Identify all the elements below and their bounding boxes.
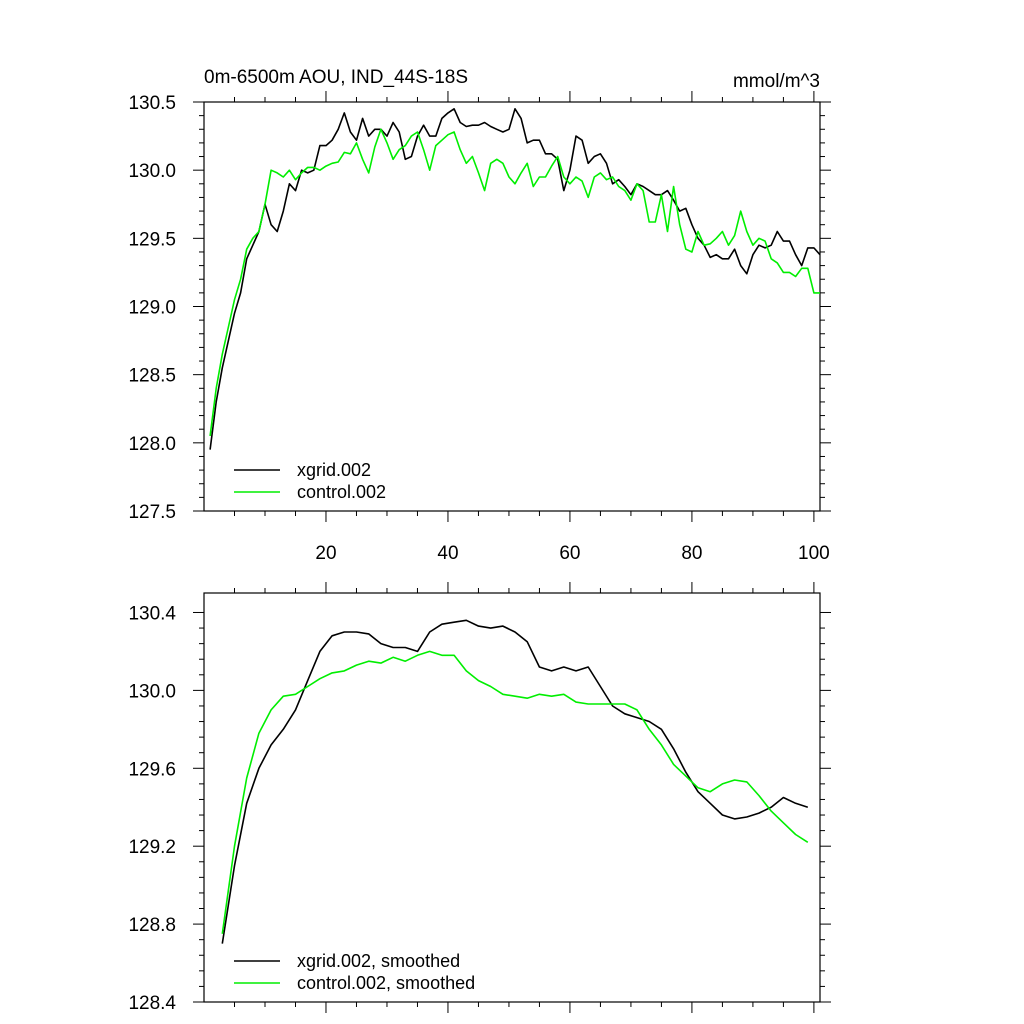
y-tick-label: 130.0 (128, 681, 176, 702)
series-lines (209, 108, 821, 450)
x-tick-labels: 20 40 60 80 100 (315, 543, 829, 564)
y-tick-label: 128.8 (128, 915, 176, 936)
axis-ticks (193, 582, 831, 1013)
y-tick-label: 130.5 (128, 93, 176, 114)
y-tick-labels: 127.5 128.0 128.5 129.0 129.5 130.0 130.5 (128, 93, 176, 523)
x-tick-label: 20 (315, 543, 336, 564)
chart-bottom: 128.4 128.8 129.2 129.6 130.0 130.4 xgrid.002… (128, 582, 831, 1014)
legend-label: control.002, smoothed (297, 973, 475, 993)
y-tick-label: 130.0 (128, 161, 176, 182)
legend-label: xgrid.002, smoothed (297, 951, 460, 971)
chart-top: 0m-6500m AOU, IND_44S-18S mmol/m^3 20 40 6… (128, 67, 831, 564)
chart-title: 0m-6500m AOU, IND_44S-18S (204, 67, 468, 88)
plot-frame (203, 592, 821, 1003)
y-tick-label: 130.4 (128, 603, 176, 624)
y-tick-label: 129.2 (128, 837, 176, 858)
x-tick-label: 40 (437, 543, 458, 564)
x-tick-label: 80 (681, 543, 702, 564)
axis-ticks (193, 91, 831, 522)
series-line-1 (221, 619, 809, 944)
y-tick-label: 129.6 (128, 759, 176, 780)
legend-label: xgrid.002 (297, 460, 371, 480)
series-lines (221, 619, 809, 944)
series-line-1 (209, 108, 821, 450)
legend-label: control.002 (297, 482, 386, 502)
y-tick-label: 129.0 (128, 298, 176, 319)
plot-frame (203, 101, 821, 512)
series-line-2 (209, 128, 820, 437)
y-tick-label: 128.4 (128, 993, 176, 1014)
y-tick-label: 127.5 (128, 502, 176, 523)
x-tick-label: 60 (559, 543, 580, 564)
y-tick-labels: 128.4 128.8 129.2 129.6 130.0 130.4 (128, 603, 176, 1014)
y-tick-label: 128.5 (128, 366, 176, 387)
series-line-2 (221, 650, 809, 934)
y-tick-label: 129.5 (128, 229, 176, 250)
y-tick-label: 128.0 (128, 434, 176, 455)
units-label: mmol/m^3 (733, 71, 820, 92)
x-tick-label: 100 (798, 543, 830, 564)
